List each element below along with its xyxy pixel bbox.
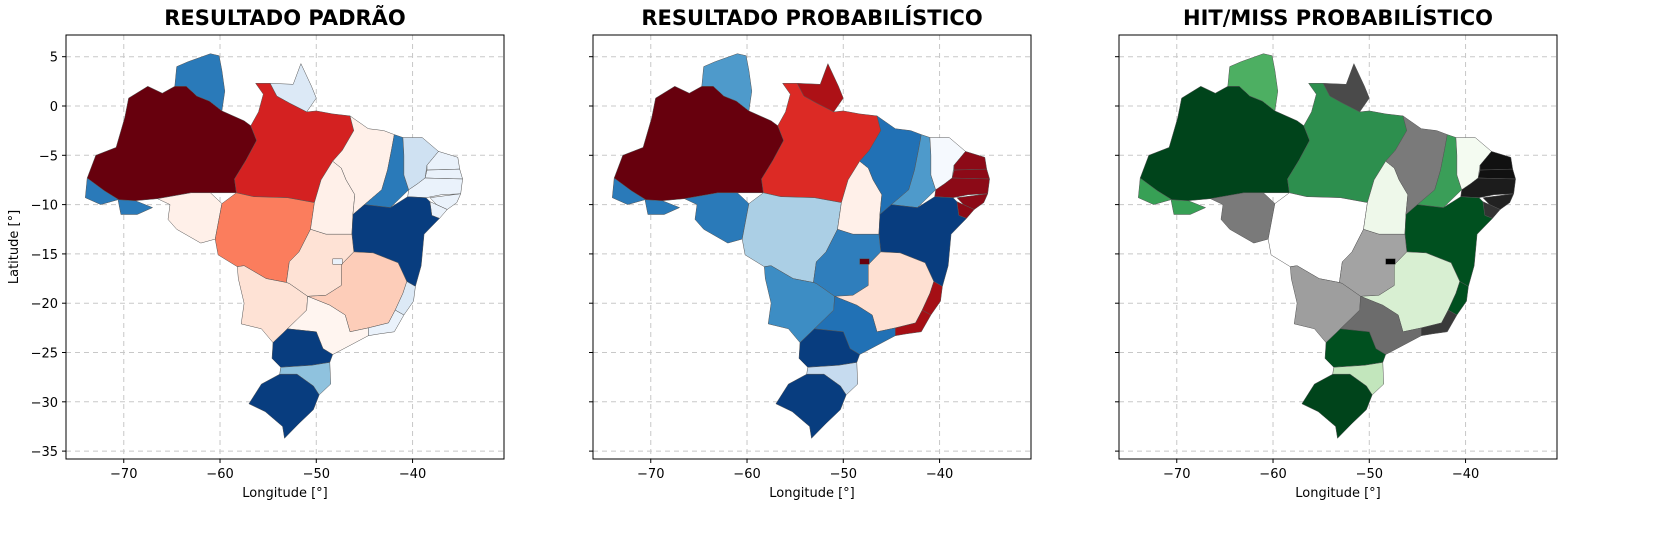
state-am [86,86,257,201]
y-tick-label: −10 [31,199,58,214]
x-tick-label: −50 [1356,467,1383,482]
state-pr [1324,328,1386,368]
state-rr [174,53,226,112]
state-rr [1227,53,1279,112]
y-tick-label: −20 [31,297,58,312]
x-tick-label: −50 [830,467,857,482]
x-tick-label: −60 [1259,467,1286,482]
x-tick-label: −40 [926,467,953,482]
axes-frame [1118,34,1558,460]
axes-frame [592,34,1032,460]
state-ro [1210,192,1276,244]
y-axis-label: Latitude [°] [7,210,22,284]
x-tick-label: −70 [110,467,137,482]
map-panel-1: RESULTADO PADRÃO −70 −60 −50 −40 5 0 −5 −10 −15 −2… [7,5,505,501]
panel-title: RESULTADO PROBABILÍSTICO [641,5,982,30]
state-df [859,258,870,265]
x-tick-label: −40 [399,467,426,482]
state-rs [248,373,320,439]
state-rs [1301,373,1373,439]
panel-title: HIT/MISS PROBABILÍSTICO [1183,5,1493,30]
x-tick-label: −60 [206,467,233,482]
map-panel-3: HIT/MISS PROBABILÍSTICO −70 −60 −50 −40 Longi… [1115,5,1558,501]
state-pr [798,328,860,368]
state-rr [701,53,753,112]
axes-frame [65,34,505,460]
x-tick-label: −40 [1452,467,1479,482]
x-axis-label: Longitude [°] [242,486,327,501]
state-df [332,258,343,265]
x-tick-label: −50 [303,467,330,482]
state-am [1139,86,1310,201]
y-tick-label: −30 [31,396,58,411]
y-tick-label: −15 [31,248,58,263]
state-al [429,193,461,210]
state-pb [1477,168,1516,180]
y-tick-label: −35 [31,445,58,460]
state-rj [368,309,405,336]
state-df [1385,258,1396,265]
state-pb [424,168,463,180]
state-ro [684,192,750,244]
state-am [613,86,784,201]
x-tick-label: −60 [733,467,760,482]
state-pr [271,328,333,368]
state-al [956,193,988,210]
x-tick-label: −70 [637,467,664,482]
state-rj [895,309,932,336]
panel-title: RESULTADO PADRÃO [164,5,406,30]
x-axis-label: Longitude [°] [769,486,854,501]
y-tick-label: −5 [39,149,58,164]
state-al [1482,193,1514,210]
state-pb [951,168,990,180]
state-ro [157,192,223,244]
map-panel-2: RESULTADO PROBABILÍSTICO −70 −60 −50 −40 Long… [589,5,1032,501]
state-rs [775,373,847,439]
y-tick-label: 5 [50,51,58,66]
state-rj [1421,309,1458,336]
x-tick-label: −70 [1163,467,1190,482]
x-axis-label: Longitude [°] [1295,486,1380,501]
y-tick-label: −25 [31,347,58,362]
y-tick-label: 0 [50,100,58,115]
